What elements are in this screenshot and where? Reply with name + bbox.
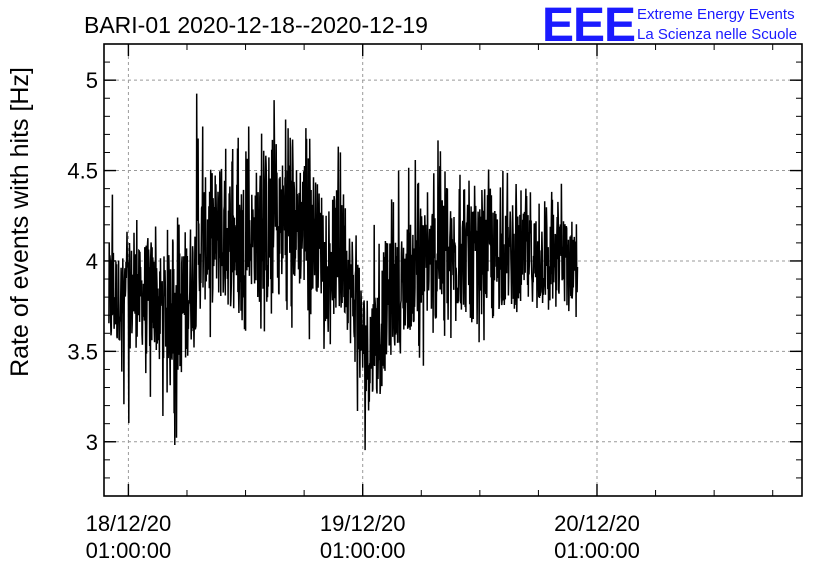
x-tick-label-time: 01:00:00 — [320, 538, 406, 563]
series-layer — [108, 93, 579, 451]
y-tick-label: 5 — [86, 68, 98, 93]
y-tick-label: 4 — [86, 249, 98, 274]
y-tick-label: 4.5 — [67, 159, 98, 184]
plot-frame — [103, 43, 803, 497]
axes: 33.544.5518/12/2001:00:0019/12/2001:00:0… — [67, 43, 802, 563]
x-tick-label-time: 01:00:00 — [86, 538, 172, 563]
y-axis-label: Rate of events with hits [Hz] — [6, 67, 34, 377]
y-tick-label: 3.5 — [67, 339, 98, 364]
brand-line-1: Extreme Energy Events — [637, 6, 795, 23]
y-tick-label: 3 — [86, 430, 98, 455]
series-line — [108, 93, 579, 451]
chart-title: BARI-01 2020-12-18--2020-12-19 — [84, 12, 428, 38]
brand-logo: EEE Extreme Energy Events La Scienza nel… — [542, 0, 797, 52]
x-tick-label-date: 19/12/20 — [320, 511, 406, 536]
x-tick-label-date: 18/12/20 — [86, 511, 172, 536]
x-tick-label-time: 01:00:00 — [554, 538, 640, 563]
x-tick-label-date: 20/12/20 — [554, 511, 640, 536]
brand-line-2: La Scienza nelle Scuole — [637, 26, 797, 43]
